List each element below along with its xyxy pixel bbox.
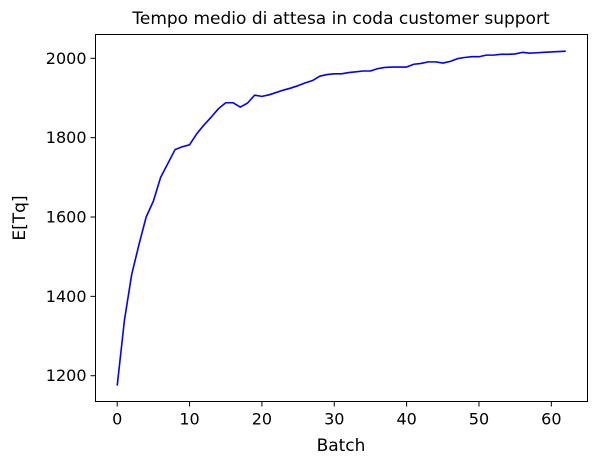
y-axis-label: E[Tq] xyxy=(10,195,30,240)
y-tick-label: 2000 xyxy=(46,49,87,68)
x-tick-label: 40 xyxy=(396,410,416,429)
y-tick-label: 1400 xyxy=(46,287,87,306)
y-tick-label: 1800 xyxy=(46,128,87,147)
plot-area xyxy=(95,34,588,402)
y-tick-label: 1200 xyxy=(46,366,87,385)
x-tick-label: 20 xyxy=(252,410,272,429)
x-tick-label: 60 xyxy=(541,410,561,429)
series-layer xyxy=(116,50,566,386)
x-axis: 0 10 20 30 40 50 60 xyxy=(112,401,562,429)
series-line-0 xyxy=(116,50,566,386)
x-tick-label: 10 xyxy=(179,410,199,429)
y-tick-label: 1600 xyxy=(46,208,87,227)
chart-title: Tempo medio di attesa in coda customer s… xyxy=(131,9,550,29)
x-tick-label: 0 xyxy=(112,410,122,429)
x-tick-label: 50 xyxy=(469,410,489,429)
x-axis-label: Batch xyxy=(317,436,366,456)
y-axis: 1200 1400 1600 1800 2000 xyxy=(46,49,96,385)
x-tick-label: 30 xyxy=(324,410,344,429)
plot-frame xyxy=(95,34,588,402)
